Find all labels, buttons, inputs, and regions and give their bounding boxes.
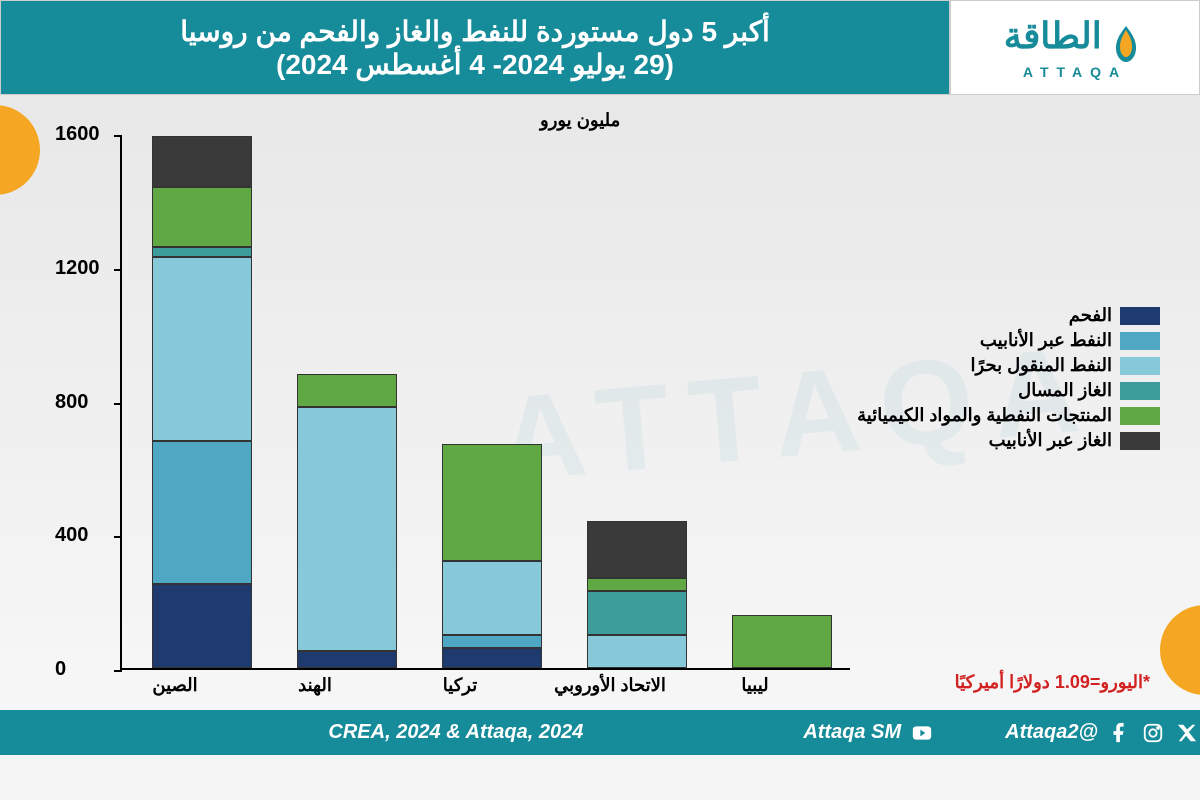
- y-tick: [114, 135, 122, 137]
- segment-products: [442, 444, 542, 561]
- bar-4: [732, 615, 832, 669]
- logo-arabic: الطاقة: [1004, 15, 1102, 56]
- segment-products: [152, 187, 252, 247]
- footer-youtube: Attaqa SM: [803, 720, 935, 746]
- bar-3: [587, 521, 687, 668]
- logo-box: الطاقة ATTAQA: [950, 0, 1200, 95]
- legend-label: النفط المنقول بحرًا: [971, 355, 1112, 376]
- decoration-circle-bottom-right: [1160, 605, 1200, 695]
- legend-item-pipeline_gas: الغاز عبر الأنابيب: [857, 430, 1160, 451]
- x-label: الصين: [135, 675, 215, 696]
- segment-seaborne_oil: [297, 407, 397, 651]
- youtube-icon: [909, 720, 935, 746]
- segment-coal: [297, 651, 397, 668]
- y-tick: [114, 269, 122, 271]
- instagram-icon: [1140, 720, 1166, 746]
- y-tick-label: 400: [55, 524, 88, 547]
- legend-label: الفحم: [1069, 305, 1112, 326]
- segment-pipeline_gas: [587, 521, 687, 578]
- legend-item-products: المنتجات النفطية والمواد الكيميائية: [857, 405, 1160, 426]
- header: الطاقة ATTAQA أكبر 5 دول مستوردة للنفط و…: [0, 0, 1200, 95]
- segment-pipeline_gas: [152, 136, 252, 186]
- y-tick-label: 1200: [55, 257, 100, 280]
- segment-seaborne_oil: [587, 635, 687, 668]
- chart-legend: الفحم النفط عبر الأنابيب النفط المنقول بحر…: [857, 305, 1160, 455]
- legend-item-seaborne_oil: النفط المنقول بحرًا: [857, 355, 1160, 376]
- social-handle: @Attaqa2: [1005, 721, 1098, 744]
- segment-lng: [587, 591, 687, 634]
- x-label: الهند: [285, 675, 345, 696]
- segment-products: [732, 615, 832, 669]
- legend-swatch: [1120, 332, 1160, 350]
- legend-swatch: [1120, 432, 1160, 450]
- legend-swatch: [1120, 357, 1160, 375]
- legend-swatch: [1120, 407, 1160, 425]
- legend-label: الغاز المسال: [1018, 380, 1112, 401]
- y-tick-label: 1600: [55, 123, 100, 146]
- logo-latin: ATTAQA: [1004, 64, 1146, 80]
- x-label: ليبيا: [725, 675, 785, 696]
- youtube-channel: Attaqa SM: [803, 721, 901, 744]
- bar-0: [152, 136, 252, 668]
- y-axis-unit: مليون يورو: [540, 110, 620, 131]
- legend-label: الغاز عبر الأنابيب: [989, 430, 1112, 451]
- chart-area: ATTAQA مليون يورو الفحمالنفط عبر الأنابي…: [0, 95, 1200, 755]
- segment-pipeline_oil: [152, 441, 252, 585]
- y-tick: [114, 670, 122, 672]
- legend-swatch: [1120, 307, 1160, 325]
- bar-1: [297, 374, 397, 668]
- title-box: أكبر 5 دول مستوردة للنفط والغاز والفحم م…: [0, 0, 950, 95]
- legend-item-pipeline_oil: النفط عبر الأنابيب: [857, 330, 1160, 351]
- segment-products: [297, 374, 397, 407]
- legend-item-coal: الفحم: [857, 305, 1160, 326]
- segment-pipeline_oil: [442, 635, 542, 648]
- footer: @Attaqa2 Attaqa SM CREA, 2024 & Attaqa, …: [0, 710, 1200, 755]
- legend-item-lng: الغاز المسال: [857, 380, 1160, 401]
- x-twitter-icon: [1174, 720, 1200, 746]
- legend-label: المنتجات النفطية والمواد الكيميائية: [857, 405, 1112, 426]
- facebook-icon: [1106, 720, 1132, 746]
- legend-label: النفط عبر الأنابيب: [980, 330, 1112, 351]
- bar-2: [442, 444, 542, 668]
- y-tick: [114, 536, 122, 538]
- footer-social: @Attaqa2: [1005, 720, 1200, 746]
- chart-plot: [120, 135, 850, 670]
- title-line1: أكبر 5 دول مستوردة للنفط والغاز والفحم م…: [180, 15, 770, 48]
- currency-note: *اليورو=1.09 دولارًا أميركيًا: [955, 672, 1150, 693]
- segment-seaborne_oil: [442, 561, 542, 635]
- segment-coal: [442, 648, 542, 668]
- title-line2: (29 يوليو 2024- 4 أغسطس 2024): [276, 48, 674, 81]
- segment-products: [587, 578, 687, 591]
- segment-coal: [152, 584, 252, 668]
- x-label: تركيا: [430, 675, 490, 696]
- decoration-circle-top-left: [0, 105, 40, 195]
- y-tick-label: 800: [55, 391, 88, 414]
- segment-lng: [152, 247, 252, 257]
- footer-source: CREA, 2024 & Attaqa, 2024: [328, 721, 583, 744]
- y-tick: [114, 403, 122, 405]
- y-tick-label: 0: [55, 658, 66, 681]
- flame-droplet-icon: [1106, 24, 1146, 64]
- attaqa-logo: الطاقة ATTAQA: [1004, 15, 1146, 80]
- segment-seaborne_oil: [152, 257, 252, 441]
- legend-swatch: [1120, 382, 1160, 400]
- x-label: الاتحاد الأوروبي: [540, 675, 680, 696]
